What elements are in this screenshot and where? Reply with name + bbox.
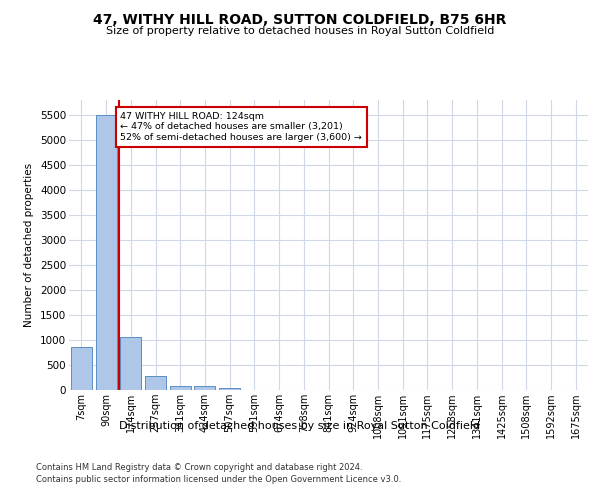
Text: Contains public sector information licensed under the Open Government Licence v3: Contains public sector information licen…: [36, 475, 401, 484]
Bar: [120, 337, 141, 390]
Text: Contains HM Land Registry data © Crown copyright and database right 2024.: Contains HM Land Registry data © Crown c…: [36, 462, 362, 471]
Bar: [219, 388, 240, 390]
Bar: [145, 376, 166, 390]
Text: Distribution of detached houses by size in Royal Sutton Coldfield: Distribution of detached houses by size …: [119, 421, 481, 431]
Bar: [194, 386, 215, 390]
Bar: [71, 346, 92, 390]
Bar: [170, 386, 191, 390]
Text: 47, WITHY HILL ROAD, SUTTON COLDFIELD, B75 6HR: 47, WITHY HILL ROAD, SUTTON COLDFIELD, B…: [94, 12, 506, 26]
Bar: [95, 115, 116, 390]
Y-axis label: Number of detached properties: Number of detached properties: [25, 163, 34, 327]
Text: 47 WITHY HILL ROAD: 124sqm
← 47% of detached houses are smaller (3,201)
52% of s: 47 WITHY HILL ROAD: 124sqm ← 47% of deta…: [121, 112, 362, 142]
Text: Size of property relative to detached houses in Royal Sutton Coldfield: Size of property relative to detached ho…: [106, 26, 494, 36]
